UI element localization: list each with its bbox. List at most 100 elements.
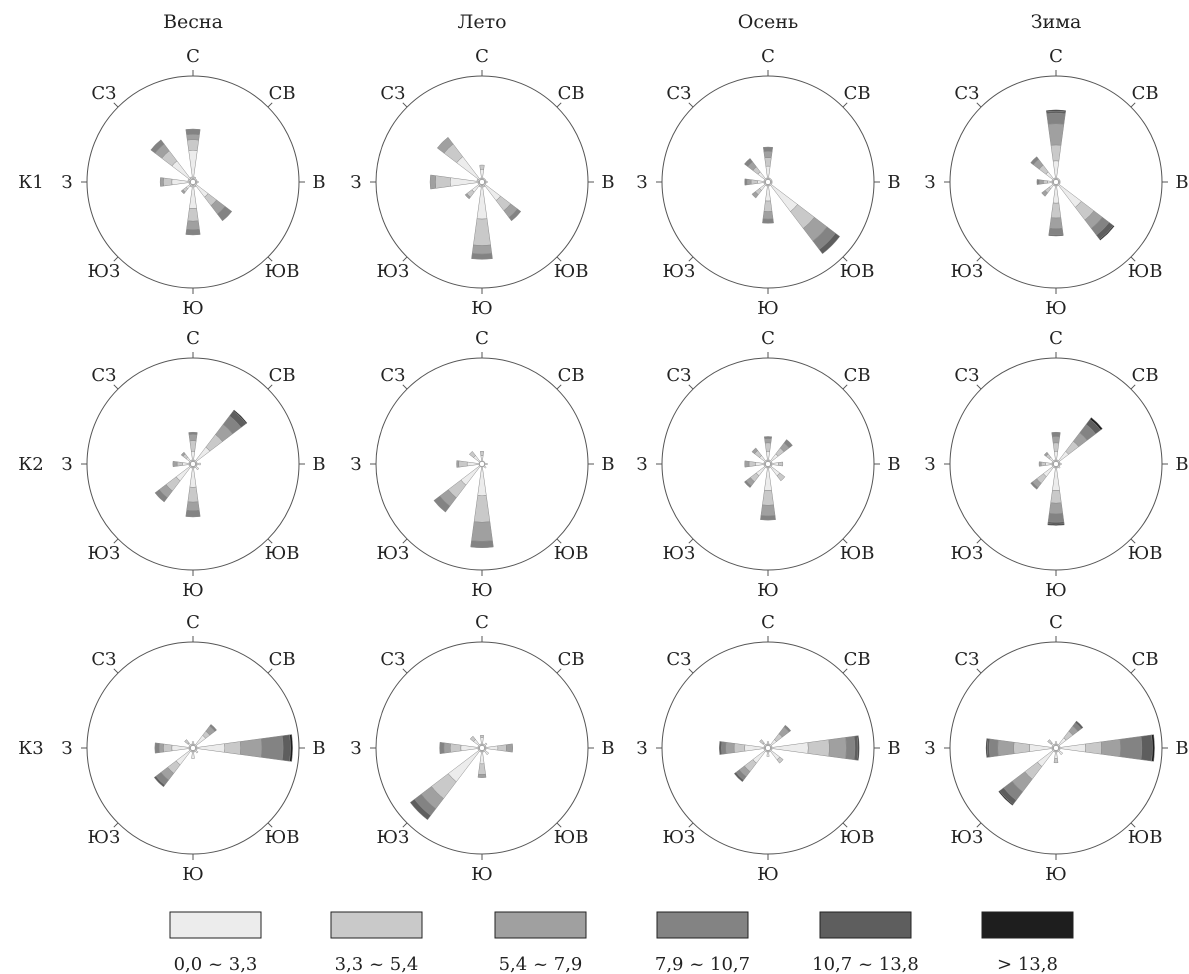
direction-tick: [113, 102, 119, 108]
rose-segment: [439, 741, 445, 755]
rose-segment: [1140, 734, 1153, 762]
direction-tick: [267, 384, 273, 390]
rose-segment: [1047, 523, 1065, 526]
rose-segment: [1045, 109, 1067, 112]
rose-segment: [766, 747, 770, 757]
direction-label: Ю: [471, 864, 492, 885]
direction-tick: [113, 668, 119, 674]
direction-tick: [556, 102, 562, 108]
direction-label: В: [887, 454, 900, 475]
rose-segment: [185, 128, 201, 136]
direction-label: З: [636, 172, 647, 193]
rose-segment: [209, 724, 217, 732]
legend-swatch: [819, 911, 912, 939]
direction-tick: [1130, 668, 1136, 674]
rose-segment: [153, 775, 166, 788]
rose-segment: [1050, 489, 1062, 504]
rose-segment: [471, 253, 493, 260]
rose-segment: [1041, 189, 1049, 197]
rose-segment: [476, 181, 488, 220]
wind-rose: С СВ В ЮВ Ю ЮЗ З СЗ: [350, 328, 614, 601]
rose-segment: [192, 446, 211, 465]
legend-item: 0,0 ~ 3,3: [169, 911, 262, 974]
direction-label: С: [186, 612, 200, 633]
rose-segment: [188, 149, 198, 183]
direction-label: СВ: [844, 365, 871, 386]
rose-segment: [733, 743, 746, 753]
direction-label: В: [1175, 454, 1188, 475]
direction-label: В: [312, 738, 325, 759]
direction-label: СВ: [269, 365, 296, 386]
rose-segment: [752, 747, 769, 764]
wind-rose: С СВ В ЮВ Ю ЮЗ З СЗ: [924, 328, 1188, 601]
rose-segment: [187, 207, 199, 222]
direction-tick: [976, 102, 982, 108]
rose-segment: [175, 463, 194, 482]
rose-segment: [479, 164, 485, 170]
direction-tick: [976, 822, 982, 828]
direction-tick: [688, 668, 694, 674]
rose-segment: [818, 232, 841, 255]
legend-item: 3,3 ~ 5,4: [330, 911, 423, 974]
direction-label: ЮЗ: [663, 543, 696, 564]
direction-label: СВ: [844, 649, 871, 670]
direction-tick: [1130, 822, 1136, 828]
rose-segment: [760, 515, 776, 521]
row-label: К2: [18, 454, 43, 475]
direction-label: З: [924, 738, 935, 759]
rose-segment: [154, 742, 160, 754]
direction-label: С: [1049, 328, 1063, 349]
direction-tick: [267, 822, 273, 828]
rose-segment: [721, 741, 727, 755]
rose-segment: [473, 218, 491, 246]
rose-segment: [762, 489, 774, 506]
rose-segment: [783, 439, 793, 449]
direction-tick: [842, 256, 848, 262]
rose-segment: [1053, 758, 1059, 764]
rose-segment: [998, 790, 1014, 806]
direction-label: Ю: [182, 298, 203, 319]
rose-segment: [187, 486, 199, 503]
rose-segment: [171, 160, 194, 183]
legend-item: 5,4 ~ 7,9: [494, 911, 587, 974]
direction-tick: [842, 668, 848, 674]
rose-center: [479, 179, 485, 185]
rose-segment: [1050, 144, 1062, 162]
rose-segment: [1043, 451, 1049, 457]
direction-tick: [556, 668, 562, 674]
rose-segment: [409, 798, 432, 821]
direction-label: ЮЗ: [377, 261, 410, 282]
rose-segment: [1099, 225, 1115, 241]
direction-label: СЗ: [954, 365, 979, 386]
rose-segment: [1046, 112, 1066, 125]
direction-tick: [842, 102, 848, 108]
rose-center: [190, 179, 196, 185]
rose-segment: [1013, 741, 1031, 755]
rose-segment: [159, 177, 164, 187]
rose-segment: [458, 460, 468, 468]
direction-label: В: [887, 738, 900, 759]
rose-segment: [468, 450, 476, 458]
rose-center: [190, 461, 196, 467]
rose-segment: [186, 139, 200, 151]
rose-segment: [985, 738, 989, 758]
legend-swatch: [981, 911, 1074, 939]
rose-segment: [1052, 442, 1060, 452]
legend-item: 7,9 ~ 10,7: [655, 911, 750, 974]
rose-segment: [767, 181, 798, 212]
rose-segment: [718, 741, 723, 755]
rose-segment: [776, 756, 784, 764]
direction-tick: [556, 822, 562, 828]
rose-segment: [1055, 743, 1086, 753]
direction-tick: [556, 538, 562, 544]
direction-tick: [688, 102, 694, 108]
direction-label: ЮЗ: [951, 261, 984, 282]
direction-label: В: [601, 172, 614, 193]
rose-segment: [443, 742, 451, 754]
rose-segment: [1052, 463, 1060, 491]
direction-label: СЗ: [954, 83, 979, 104]
rose-segment: [175, 747, 194, 766]
rose-segment: [188, 431, 198, 435]
direction-label: СЗ: [91, 83, 116, 104]
